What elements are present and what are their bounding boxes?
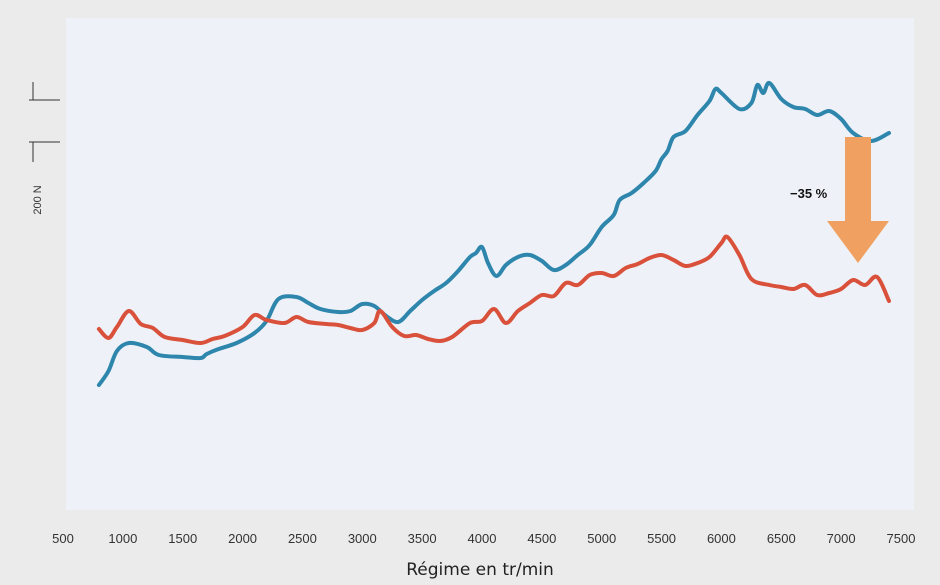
series-line-blue [96, 81, 891, 387]
x-tick-label: 500 [52, 531, 74, 546]
reduction-arrow [827, 137, 889, 263]
x-tick-label: 6000 [707, 531, 736, 546]
x-tick-label: 1500 [168, 531, 197, 546]
x-tick-label: 1000 [108, 531, 137, 546]
x-tick-label: 4000 [468, 531, 497, 546]
reduction-annotation: −35 % [790, 186, 828, 201]
series-layer [96, 81, 891, 387]
scale-bar [29, 82, 60, 162]
x-tick-label: 4500 [527, 531, 556, 546]
x-axis-label: Régime en tr/min [406, 560, 554, 580]
series-line-red [96, 234, 891, 346]
x-tick-label: 5000 [587, 531, 616, 546]
x-tick-label: 3000 [348, 531, 377, 546]
x-tick-label: 7500 [887, 531, 916, 546]
x-tick-label: 2000 [228, 531, 257, 546]
x-tick-label: 2500 [288, 531, 317, 546]
x-tick-label: 7000 [827, 531, 856, 546]
scale-bar-label: 200 N [32, 185, 44, 214]
x-tick-label: 5500 [647, 531, 676, 546]
x-axis-ticks: 500 1000 1500 2000 2500 3000 3500 4000 4500 5000 5… [52, 531, 915, 546]
x-tick-label: 6500 [767, 531, 796, 546]
x-tick-label: 3500 [408, 531, 437, 546]
